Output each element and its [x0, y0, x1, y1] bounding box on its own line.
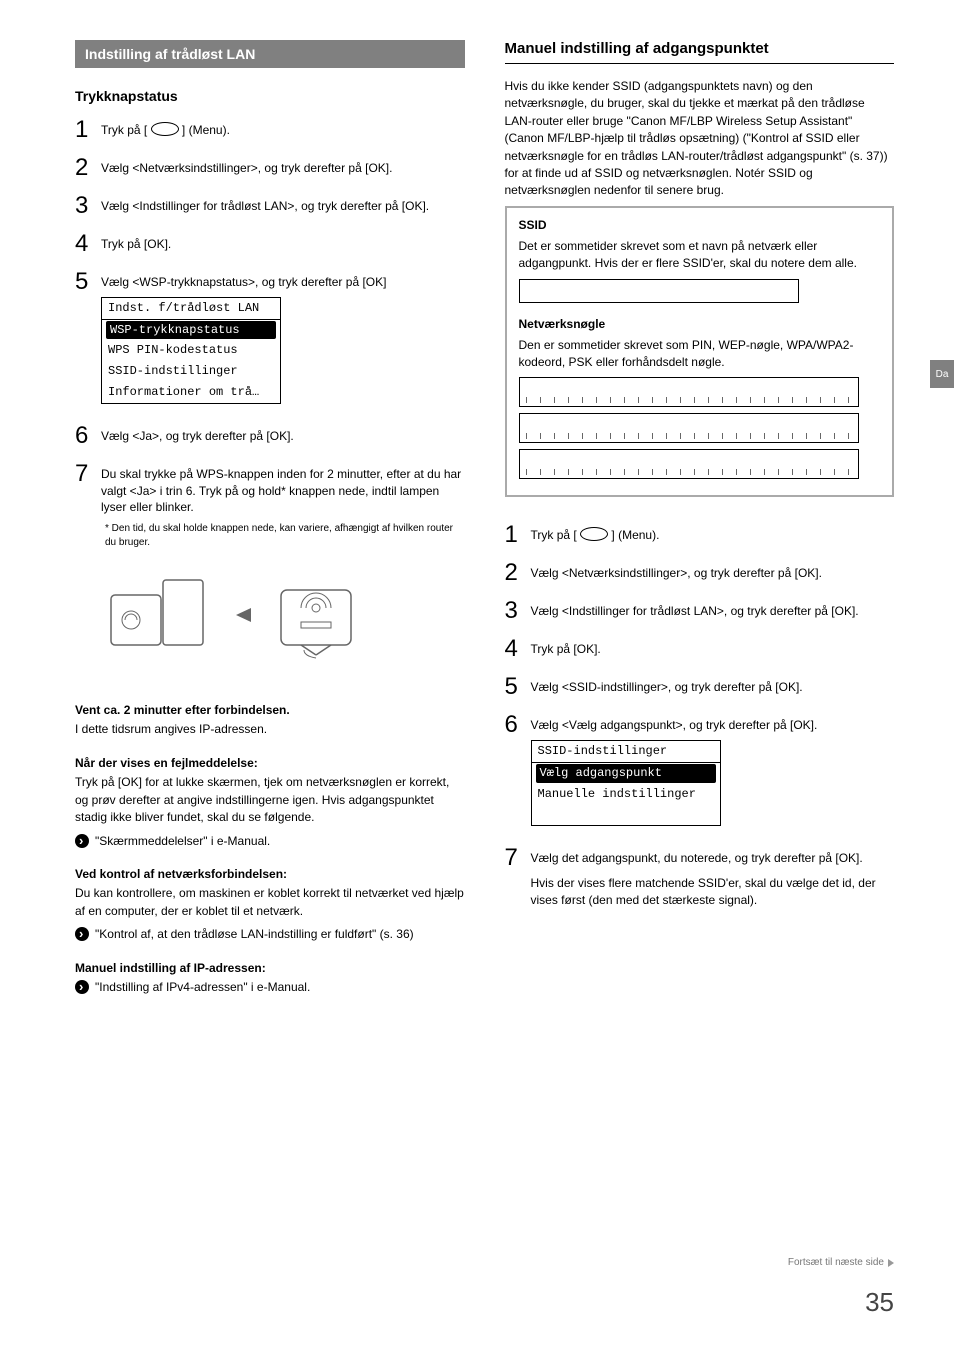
lcd-row: WPS PIN-kodestatus	[102, 340, 280, 361]
reference-icon	[75, 980, 89, 994]
step-number: 4	[75, 232, 101, 256]
step-text: Vælg <Netværksindstillinger>, og tryk de…	[531, 561, 895, 585]
reference: "Skærmmeddelelser" i e-Manual.	[75, 833, 465, 850]
lcd-title: SSID-indstillinger	[532, 741, 720, 763]
step-6: 6 Vælg <Ja>, og tryk derefter på [OK].	[75, 424, 465, 448]
left-column: Indstilling af trådløst LAN Trykknapstat…	[75, 40, 465, 1014]
reference-text: "Kontrol af, at den trådløse LAN-indstil…	[95, 926, 414, 943]
arrow-right-icon	[888, 1259, 894, 1267]
key-input-1	[519, 377, 859, 407]
key-title: Netværksnøgle	[519, 317, 881, 331]
step-text: Vælg <Ja>, og tryk derefter på [OK].	[101, 424, 465, 448]
wps-illustration	[101, 560, 421, 670]
page-columns: Indstilling af trådløst LAN Trykknapstat…	[75, 40, 894, 1014]
reference-icon	[75, 927, 89, 941]
check-title: Ved kontrol af netværksforbindelsen:	[75, 867, 465, 881]
step-text: Vælg <SSID-indstillinger>, og tryk deref…	[531, 675, 895, 699]
section-header: Indstilling af trådløst LAN	[75, 40, 465, 68]
lcd-screen-1: Indst. f/trådløst LAN WSP-trykknapstatus…	[101, 297, 281, 404]
heading-manual: Manuel indstilling af adgangspunktet	[505, 40, 895, 64]
step-r5: 5 Vælg <SSID-indstillinger>, og tryk der…	[505, 675, 895, 699]
step-number: 7	[505, 846, 531, 916]
wait-body: I dette tidsrum angives IP-adressen.	[75, 721, 465, 738]
step-text: Tryk på [ ] (Menu).	[531, 523, 895, 547]
reference-text: "Indstilling af IPv4-adressen" i e-Manua…	[95, 979, 310, 996]
step-text: Tryk på [ ] (Menu).	[101, 118, 465, 142]
lcd-screen-2: SSID-indstillinger Vælg adgangspunkt Man…	[531, 740, 721, 826]
menu-button-icon	[580, 527, 608, 541]
key-input-2	[519, 413, 859, 443]
error-title: Når der vises en fejlmeddelelse:	[75, 756, 465, 770]
step-7: 7 Du skal trykke på WPS-knappen inden fo…	[75, 462, 465, 689]
lcd-highlight: WSP-trykknapstatus	[106, 321, 276, 340]
step-number: 2	[505, 561, 531, 585]
ssid-title: SSID	[519, 218, 881, 232]
step-r2: 2 Vælg <Netværksindstillinger>, og tryk …	[505, 561, 895, 585]
reference: "Indstilling af IPv4-adressen" i e-Manua…	[75, 979, 465, 996]
step-number: 1	[505, 523, 531, 547]
reference-icon	[75, 834, 89, 848]
intro-paragraph: Hvis du ikke kender SSID (adgangspunktet…	[505, 78, 895, 200]
step-number: 5	[75, 270, 101, 410]
step-3: 3 Vælg <Indstillinger for trådløst LAN>,…	[75, 194, 465, 218]
subheading-trykknapstatus: Trykknapstatus	[75, 88, 465, 104]
check-block: Ved kontrol af netværksforbindelsen: Du …	[75, 867, 465, 943]
step-text: Du skal trykke på WPS-knappen inden for …	[101, 462, 465, 689]
key-body: Den er sommetider skrevet som PIN, WEP-n…	[519, 337, 881, 372]
step-number: 6	[75, 424, 101, 448]
step-text: Tryk på [OK].	[101, 232, 465, 256]
language-tab: Da	[930, 360, 954, 388]
page-number: 35	[865, 1287, 894, 1318]
step-text: Vælg <Indstillinger for trådløst LAN>, o…	[531, 599, 895, 623]
check-body: Du kan kontrollere, om maskinen er koble…	[75, 885, 465, 920]
step-text: Tryk på [OK].	[531, 637, 895, 661]
step-number: 3	[505, 599, 531, 623]
step-number: 1	[75, 118, 101, 142]
footnote: * Den tid, du skal holde knappen nede, k…	[105, 522, 465, 550]
lcd-row: SSID-indstillinger	[102, 361, 280, 382]
step-r3: 3 Vælg <Indstillinger for trådløst LAN>,…	[505, 599, 895, 623]
step-text: Vælg <Indstillinger for trådløst LAN>, o…	[101, 194, 465, 218]
error-body: Tryk på [OK] for at lukke skærmen, tjek …	[75, 774, 465, 826]
ssid-input-line	[519, 279, 799, 303]
step-text: Vælg det adgangspunkt, du noterede, og t…	[531, 846, 895, 916]
step-number: 5	[505, 675, 531, 699]
menu-button-icon	[151, 122, 179, 136]
step-number: 3	[75, 194, 101, 218]
step-text: Vælg <Netværksindstillinger>, og tryk de…	[101, 156, 465, 180]
lcd-highlight: Vælg adgangspunkt	[536, 764, 716, 783]
step-text: Vælg <Vælg adgangspunkt>, og tryk dereft…	[531, 713, 895, 832]
lcd-row: Informationer om trå…	[102, 382, 280, 403]
step-r6: 6 Vælg <Vælg adgangspunkt>, og tryk dere…	[505, 713, 895, 832]
step-number: 4	[505, 637, 531, 661]
wait-title: Vent ca. 2 minutter efter forbindelsen.	[75, 703, 465, 717]
step-note: Hvis der vises flere matchende SSID'er, …	[531, 875, 895, 910]
key-input-3	[519, 449, 859, 479]
lcd-row	[532, 804, 720, 825]
error-block: Når der vises en fejlmeddelelse: Tryk på…	[75, 756, 465, 849]
continue-hint: Fortsæt til næste side	[788, 1257, 894, 1268]
step-1: 1 Tryk på [ ] (Menu).	[75, 118, 465, 142]
step-number: 2	[75, 156, 101, 180]
step-number: 6	[505, 713, 531, 832]
step-2: 2 Vælg <Netværksindstillinger>, og tryk …	[75, 156, 465, 180]
step-r4: 4 Tryk på [OK].	[505, 637, 895, 661]
right-column: Manuel indstilling af adgangspunktet Hvi…	[505, 40, 895, 1014]
info-box: SSID Det er sommetider skrevet som et na…	[505, 206, 895, 498]
ssid-body: Det er sommetider skrevet som et navn på…	[519, 238, 881, 273]
step-r1: 1 Tryk på [ ] (Menu).	[505, 523, 895, 547]
step-5: 5 Vælg <WSP-trykknapstatus>, og tryk der…	[75, 270, 465, 410]
lcd-title: Indst. f/trådløst LAN	[102, 298, 280, 320]
lcd-row: Manuelle indstillinger	[532, 784, 720, 805]
step-text: Vælg <WSP-trykknapstatus>, og tryk deref…	[101, 270, 465, 410]
ip-block: Manuel indstilling af IP-adressen: "Inds…	[75, 961, 465, 996]
step-4: 4 Tryk på [OK].	[75, 232, 465, 256]
reference: "Kontrol af, at den trådløse LAN-indstil…	[75, 926, 465, 943]
wait-block: Vent ca. 2 minutter efter forbindelsen. …	[75, 703, 465, 738]
reference-text: "Skærmmeddelelser" i e-Manual.	[95, 833, 270, 850]
step-r7: 7 Vælg det adgangspunkt, du noterede, og…	[505, 846, 895, 916]
ip-title: Manuel indstilling af IP-adressen:	[75, 961, 465, 975]
step-number: 7	[75, 462, 101, 689]
